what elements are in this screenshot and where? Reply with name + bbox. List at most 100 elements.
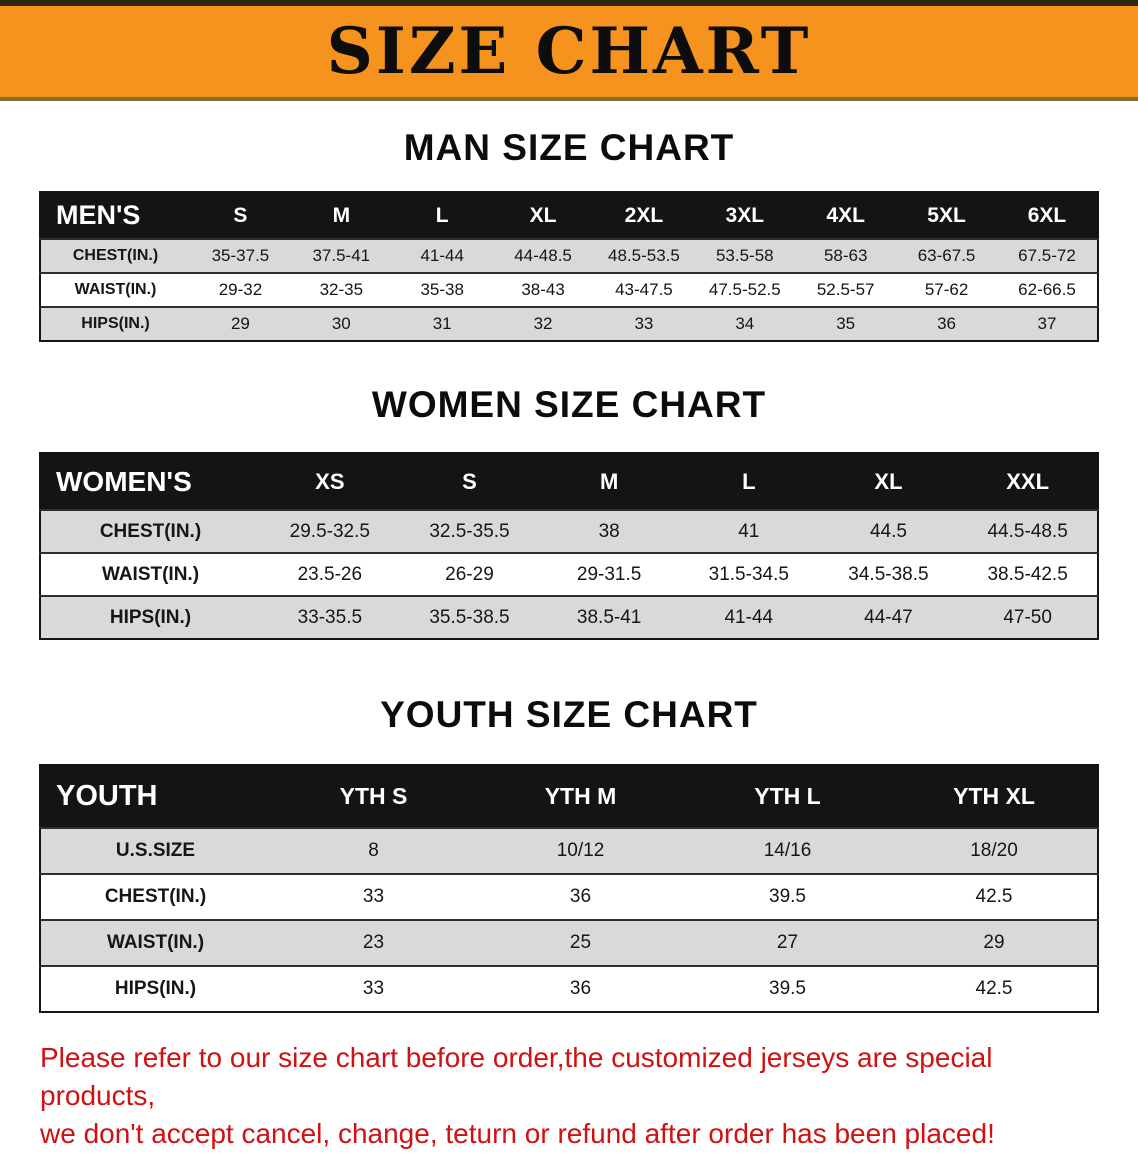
size-column-header: 6XL	[997, 192, 1098, 239]
size-value-cell: 53.5-58	[715, 246, 774, 265]
size-column-header: 5XL	[896, 192, 997, 239]
size-value-cell: 44.5-48.5	[987, 520, 1068, 542]
size-column-header: YTH M	[477, 765, 684, 828]
disclaimer-line-1: Please refer to our size chart before or…	[40, 1042, 993, 1111]
size-value-cell: 33-35.5	[297, 606, 363, 628]
size-value-cell: 58-63	[823, 246, 868, 265]
size-value-cell: 35-37.5	[211, 246, 270, 265]
women-section: WOMEN SIZE CHART WOMEN'S XS S M L XL XXL CHEST(…	[0, 384, 1138, 640]
size-value-cell: 44.5	[869, 520, 907, 542]
size-value-cell: 57-62	[924, 280, 969, 299]
measurement-row: U.S.SIZE 8 10/12 14/16 18/20	[40, 828, 1098, 874]
size-value-cell: 27	[776, 932, 799, 953]
size-value-cell: 29	[230, 314, 250, 333]
size-value-cell: 62-66.5	[1018, 280, 1076, 299]
measurement-row: CHEST(IN.) 33 36 39.5 42.5	[40, 874, 1098, 920]
page-title: SIZE CHART	[326, 14, 812, 89]
table-header-row: YOUTH YTH S YTH M YTH L YTH XL	[40, 765, 1098, 828]
size-value-cell: 42.5	[975, 978, 1013, 999]
size-column-header: S	[190, 192, 291, 239]
table-header-row: MEN'S S M L XL 2XL 3XL 4XL 5XL 6XL	[40, 192, 1098, 239]
size-column-header: 2XL	[593, 192, 695, 239]
size-value-cell: 38.5-41	[576, 606, 642, 628]
size-column-header: YTH XL	[891, 765, 1098, 828]
measurement-row: WAIST(IN.) 23 25 27 29	[40, 920, 1098, 966]
women-section-heading: WOMEN SIZE CHART	[371, 384, 767, 425]
size-column-header: YTH S	[270, 765, 477, 828]
size-column-header: L	[391, 192, 493, 239]
size-value-cell: 26-29	[445, 563, 494, 585]
size-value-cell: 31	[432, 314, 452, 333]
measurement-row: HIPS(IN.) 33 36 39.5 42.5	[40, 966, 1098, 1012]
row-label: HIPS(IN.)	[114, 978, 197, 999]
row-label: U.S.SIZE	[115, 840, 196, 861]
size-value-cell: 47-50	[1003, 606, 1052, 628]
size-column-header: M	[290, 192, 392, 239]
men-size-table: MEN'S S M L XL 2XL 3XL 4XL 5XL 6XL CHEST(IN.) 35-37…	[39, 191, 1099, 342]
measurement-row: HIPS(IN.) 33-35.5 35.5-38.5 38.5-41 41-44 44-…	[40, 596, 1098, 639]
size-value-cell: 42.5	[975, 886, 1013, 907]
size-value-cell: 44-47	[864, 606, 913, 628]
size-value-cell: 30	[331, 314, 351, 333]
size-value-cell: 33	[362, 886, 385, 907]
size-value-cell: 41-44	[420, 246, 464, 265]
size-column-header: 3XL	[694, 192, 796, 239]
size-value-cell: 36	[937, 314, 957, 333]
size-value-cell: 32	[533, 314, 553, 333]
size-value-cell: 29-31.5	[576, 563, 642, 585]
size-value-cell: 29	[983, 932, 1005, 953]
women-size-table: WOMEN'S XS S M L XL XXL CHEST(IN.) 29.5-32.5 32.5…	[39, 452, 1099, 640]
size-column-header: M	[539, 453, 679, 510]
men-section-heading: MAN SIZE CHART	[403, 127, 735, 168]
size-value-cell: 33	[634, 314, 654, 333]
measurement-row: CHEST(IN.) 35-37.5 37.5-41 41-44 44-48.5 48.5…	[40, 239, 1098, 273]
size-value-cell: 29-32	[218, 280, 263, 299]
disclaimer-text: Please refer to our size chart before or…	[40, 1039, 1098, 1153]
row-label: CHEST(IN.)	[99, 520, 202, 542]
size-value-cell: 36	[569, 978, 592, 999]
measurement-row: WAIST(IN.) 23.5-26 26-29 29-31.5 31.5-34.5 34…	[40, 553, 1098, 596]
measurement-row: CHEST(IN.) 29.5-32.5 32.5-35.5 38 41 44.5 44.5…	[40, 510, 1098, 553]
size-value-cell: 43-47.5	[615, 280, 673, 299]
size-value-cell: 67.5-72	[1018, 246, 1076, 265]
table-header-row: WOMEN'S XS S M L XL XXL	[40, 453, 1098, 510]
size-column-header: S	[399, 453, 540, 510]
size-value-cell: 37	[1037, 314, 1057, 333]
size-column-header: XXL	[958, 453, 1098, 510]
size-value-cell: 38.5-42.5	[987, 563, 1068, 585]
size-value-cell: 33	[362, 978, 385, 999]
size-value-cell: 23	[362, 932, 385, 953]
row-label: CHEST(IN.)	[104, 886, 207, 907]
row-label: WAIST(IN.)	[74, 281, 157, 298]
size-value-cell: 34	[735, 314, 755, 333]
size-value-cell: 14/16	[763, 840, 812, 861]
youth-section-heading: YOUTH SIZE CHART	[380, 694, 758, 735]
size-value-cell: 10/12	[556, 840, 605, 861]
size-column-header: YTH L	[684, 765, 891, 828]
size-value-cell: 39.5	[769, 978, 806, 999]
size-value-cell: 41-44	[724, 606, 774, 628]
size-value-cell: 41	[738, 520, 760, 542]
size-value-cell: 8	[368, 840, 379, 861]
size-value-cell: 35	[836, 314, 856, 333]
size-value-cell: 34.5-38.5	[848, 563, 929, 585]
size-value-cell: 32.5-35.5	[429, 520, 510, 542]
men-section: MAN SIZE CHART MEN'S S M L XL 2XL 3XL 4XL 5XL 6XL…	[0, 127, 1138, 342]
row-label: CHEST(IN.)	[72, 247, 159, 264]
size-column-header: L	[678, 453, 819, 510]
size-value-cell: 25	[569, 932, 592, 953]
size-column-header: XL	[818, 453, 959, 510]
size-value-cell: 35-38	[420, 280, 464, 299]
size-value-cell: 32-35	[319, 280, 364, 299]
row-label: HIPS(IN.)	[109, 606, 192, 628]
size-value-cell: 52.5-57	[816, 280, 875, 299]
row-label: WAIST(IN.)	[106, 932, 205, 953]
table-corner-label: MEN'S	[40, 192, 190, 239]
size-value-cell: 48.5-53.5	[608, 246, 680, 265]
size-column-header: XS	[260, 453, 400, 510]
size-value-cell: 36	[569, 886, 592, 907]
size-column-header: 4XL	[795, 192, 897, 239]
size-value-cell: 37.5-41	[312, 246, 371, 265]
table-corner-label: WOMEN'S	[40, 453, 260, 510]
